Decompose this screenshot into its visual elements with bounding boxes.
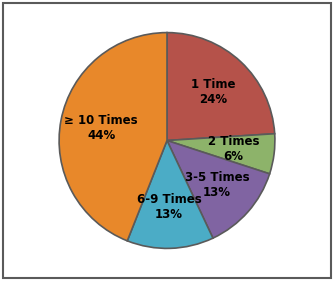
Wedge shape — [59, 33, 167, 241]
Text: 6-9 Times
13%: 6-9 Times 13% — [137, 193, 201, 221]
Text: 2 Times
6%: 2 Times 6% — [208, 135, 259, 163]
Wedge shape — [167, 140, 270, 238]
Wedge shape — [167, 33, 275, 140]
Wedge shape — [127, 140, 213, 248]
Wedge shape — [167, 134, 275, 174]
Text: 1 Time
24%: 1 Time 24% — [190, 78, 235, 106]
Text: 3-5 Times
13%: 3-5 Times 13% — [185, 171, 249, 199]
Text: ≥ 10 Times
44%: ≥ 10 Times 44% — [64, 114, 138, 142]
